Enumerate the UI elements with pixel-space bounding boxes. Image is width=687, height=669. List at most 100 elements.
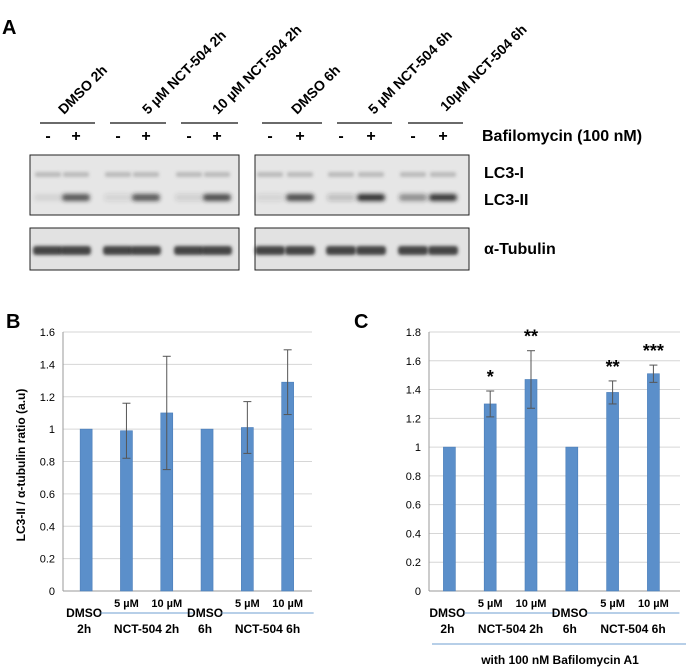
chart-c-xlabel-10um-2h: 10 µM: [516, 598, 547, 610]
chart-c-bar-6: [647, 373, 660, 592]
band-label-tubulin: α-Tubulin: [484, 241, 556, 258]
lc3ii-band-lane-4: [132, 194, 160, 201]
chart-b-xlabel-10um-2h: 10 µM: [151, 598, 182, 610]
chart-c-xlabel-time-2h: 2h: [440, 622, 454, 636]
chart-c-footer: with 100 nM Bafilomycin A1: [480, 653, 639, 667]
lc3i-band-lane-2: [63, 172, 89, 177]
tubulin-band-lane-4: [131, 246, 161, 255]
lc3ii-band-lane-8: [286, 194, 314, 201]
chart-b-ytick-label: 1.6: [40, 327, 55, 339]
lc3ii-band-lane-9: [327, 194, 355, 201]
chart-c-xlabel-dmso-6h: DMSO: [552, 606, 588, 620]
lc3ii-band-lane-5: [175, 194, 203, 201]
lc3i-band-lane-10: [358, 172, 384, 177]
minus-sign-lane-5: -: [186, 128, 191, 145]
lc3ii-band-lane-11: [399, 194, 427, 201]
tubulin-band-lane-7: [255, 246, 285, 255]
panel-c: C 00.20.40.60.811.21.41.61.8********DMSO…: [354, 311, 686, 667]
lane-label-dmso-2h: DMSO 2h: [55, 62, 110, 117]
lc3ii-band-lane-10: [357, 194, 385, 201]
chart-c-ytick-label: 1.6: [406, 356, 421, 368]
chart-c-ytick-label: 1.4: [406, 385, 421, 397]
chart-c-errorbar-3: [527, 350, 535, 409]
lane-label-dmso-6h: DMSO 6h: [288, 62, 343, 117]
chart-b-ytick-label: 1.4: [40, 359, 55, 371]
chart-c-bar-5: [606, 392, 619, 592]
chart-c-significance-5: **: [606, 357, 620, 377]
chart-b-xlabel-dmso-2h: DMSO: [66, 606, 102, 620]
chart-b-ytick-label: 0.8: [40, 457, 55, 469]
chart-c-xlabel-group-6h: NCT-504 6h: [600, 622, 665, 636]
chart-c-ytick-label: 1: [415, 442, 421, 454]
tubulin-band-lane-9: [326, 246, 356, 255]
chart-b-ytick-label: 0.2: [40, 554, 55, 566]
band-label-lc3ii: LC3-II: [484, 192, 528, 209]
lc3ii-band-lane-7: [256, 194, 284, 201]
chart-b-ytick-label: 0.4: [40, 521, 55, 533]
chart-c-xlabel-5um-2h: 5 µM: [478, 598, 503, 610]
chart-b-errorbar-6: [283, 349, 292, 416]
chart-c-errorbar-6: [649, 364, 658, 383]
chart-c-bar-1: [443, 446, 456, 592]
chart-c-xlabel-dmso-2h: DMSO: [429, 606, 465, 620]
tubulin-band-lane-10: [356, 246, 386, 255]
chart-c-bar-3: [524, 379, 538, 592]
lc3i-band-lane-11: [400, 172, 426, 177]
tubulin-band-lane-2: [61, 246, 91, 255]
chart-c-bar-2: [483, 403, 497, 592]
band-label-lc3i: LC3-I: [484, 165, 524, 182]
lc3i-band-lane-7: [257, 172, 283, 177]
chart-b-xlabel-group-2h: NCT-504 2h: [114, 622, 179, 636]
lane-group-labels: DMSO 2h 5 µM NCT-504 2h 10 µM NCT-504 2h…: [55, 21, 530, 117]
lc3ii-band-lane-2: [62, 194, 90, 201]
chart-c-xlabel-10um-6h: 10 µM: [638, 598, 669, 610]
lc3i-band-lane-1: [35, 172, 61, 177]
lc3i-band-lane-4: [133, 172, 159, 177]
chart-c-ytick-label: 0.2: [406, 557, 421, 569]
chart-c-ytick-label: 1.2: [406, 413, 421, 425]
blot-tubulin: [29, 227, 470, 271]
plus-sign-lane-4: +: [141, 128, 150, 145]
chart-c-ytick-label: 0.6: [406, 500, 421, 512]
chart-c-bar-4: [565, 446, 579, 592]
chart-b-xlabel-time-6h: 6h: [198, 622, 212, 636]
chart-b-bar-4: [200, 428, 214, 592]
minus-sign-lane-3: -: [115, 128, 120, 145]
blot-lc3: [29, 154, 470, 216]
chart-b-xlabel-5um-2h: 5 µM: [114, 598, 139, 610]
chart-b-errorbar-5: [243, 401, 252, 454]
chart-c-xlabel-time-6h: 6h: [563, 622, 577, 636]
tubulin-band-lane-11: [398, 246, 428, 255]
chart-b-ytick-label: 0.6: [40, 489, 55, 501]
lc3ii-band-lane-6: [203, 194, 231, 201]
lc3ii-band-lane-12: [429, 194, 457, 201]
chart-b-ytick-label: 0: [49, 586, 55, 598]
tubulin-band-lane-5: [174, 246, 204, 255]
chart-c-ytick-label: 0.8: [406, 471, 421, 483]
plus-sign-lane-10: +: [366, 128, 375, 145]
chart-b-xlabel-group-6h: NCT-504 6h: [235, 622, 300, 636]
lc3i-band-lane-9: [328, 172, 354, 177]
lc3i-band-lane-8: [287, 172, 313, 177]
chart-c-xlabel-group-2h: NCT-504 2h: [478, 622, 543, 636]
blot-lc3-right: [254, 154, 470, 216]
panel-b: B LC3-II / α-tubulin ratio (a.u) 0 0.2 0.4…: [6, 311, 314, 636]
chart-b: 0 0.2 0.4 0.6 0.8 1 1.2 1.4 1.6 DMSO 2h 5 µM 10 µM NC…: [40, 327, 314, 636]
blot-lc3-left: [29, 154, 240, 216]
plus-sign-lane-12: +: [438, 128, 447, 145]
minus-sign-lane-9: -: [338, 128, 343, 145]
chart-b-ytick-label: 1: [49, 424, 55, 436]
tubulin-band-lane-6: [202, 246, 232, 255]
chart-c-errorbar-5: [608, 380, 617, 405]
panel-a: A DMSO 2h 5 µM NCT-504 2h 10 µM NCT-504 …: [2, 17, 642, 271]
chart-c-significance-2: *: [487, 367, 494, 387]
chart-c-significance-6: ***: [643, 341, 664, 361]
plus-sign-lane-2: +: [71, 128, 80, 145]
tubulin-band-lane-8: [285, 246, 315, 255]
chart-b-xlabel-time-2h: 2h: [77, 622, 91, 636]
minus-sign-lane-11: -: [410, 128, 415, 145]
tubulin-band-lane-1: [33, 246, 63, 255]
panel-b-letter: B: [6, 311, 20, 333]
lc3ii-band-lane-1: [34, 194, 62, 201]
